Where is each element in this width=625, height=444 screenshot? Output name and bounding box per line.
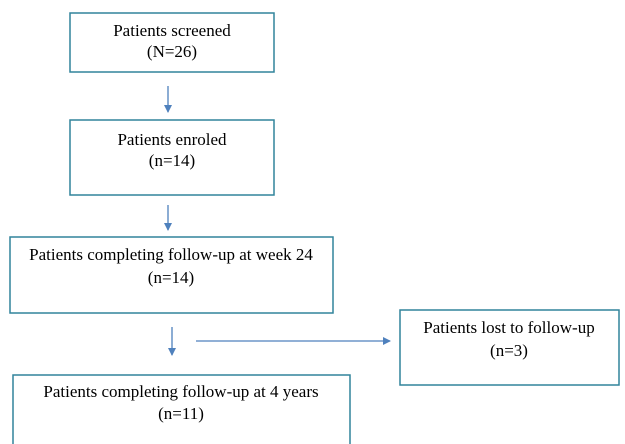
node-count: (n=14) — [149, 151, 195, 170]
node-label: Patients lost to follow-up — [423, 318, 594, 337]
node-label: Patients screened — [113, 21, 231, 40]
node-label: Patients completing follow-up at 4 years — [43, 382, 318, 401]
box — [399, 309, 620, 386]
node-count: (n=11) — [158, 404, 204, 423]
node-label: Patients completing follow-up at week 24 — [29, 245, 313, 264]
node-4years: Patients completing follow-up at 4 years… — [12, 374, 351, 444]
box — [69, 119, 275, 196]
node-enroled: Patients enroled (n=14) — [69, 119, 275, 196]
box — [9, 236, 334, 314]
box — [12, 374, 351, 444]
node-label: Patients enroled — [117, 130, 227, 149]
node-lost: Patients lost to follow-up (n=3) — [399, 309, 620, 386]
node-count: (N=26) — [147, 42, 197, 61]
node-screened: Patients screened (N=26) — [69, 12, 275, 73]
node-week24: Patients completing follow-up at week 24… — [9, 236, 334, 314]
box — [69, 12, 275, 73]
node-count: (n=3) — [490, 341, 528, 360]
node-count: (n=14) — [148, 268, 194, 287]
